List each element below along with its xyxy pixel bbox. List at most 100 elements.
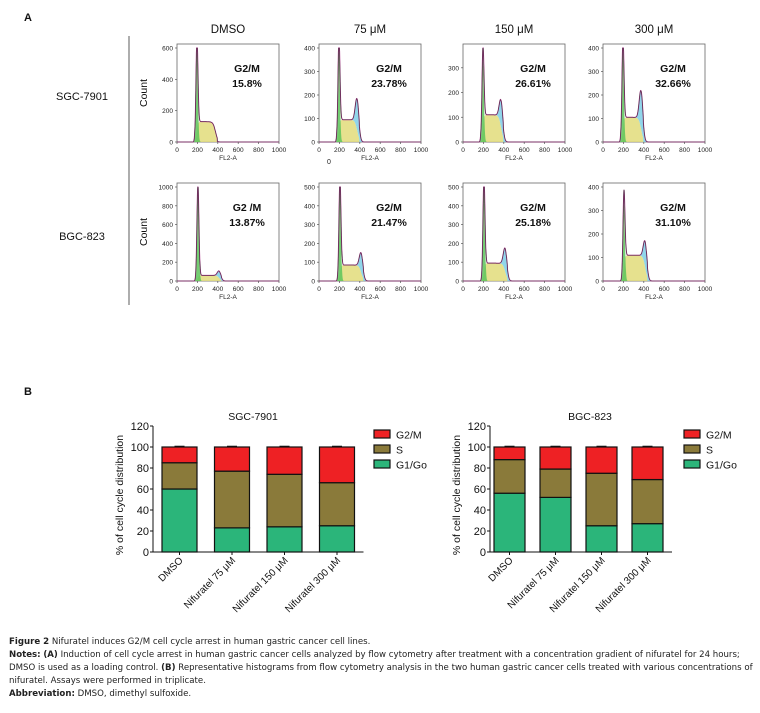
y-tick-label: 120 [468,421,486,433]
x-tick-label: 400 [498,286,509,293]
y-tick-label: 60 [474,484,486,496]
g1-phase-area [473,60,525,142]
x-tick-label: 800 [539,147,550,154]
legend-swatch [373,444,391,454]
x-tick-label: 0 [175,147,179,154]
y-tick-label: 600 [162,222,173,229]
y-tick-label: 400 [162,241,173,248]
g2m-percent: 25.18% [515,217,551,229]
y-tick-label: 300 [588,69,599,76]
row-label: SGC-7901 [56,91,108,103]
y-tick-label: 100 [468,442,486,454]
y-tick-label: 400 [162,77,173,84]
y-tick-label: 800 [162,203,173,210]
y-tick-label: 100 [304,116,315,123]
g2m-phase-area [329,98,381,142]
bar-segment-s [213,470,251,529]
stray-zero-mark: 0 [327,159,331,166]
x-tick-label: 800 [395,286,406,293]
x-tick-label: 400 [498,147,509,154]
bar-segment-g1go [213,527,251,553]
plot-frame [176,182,280,282]
x-tick-label: Nifuratel 75 μM [182,555,238,611]
x-tick-label: 1000 [698,286,713,293]
chart-title: BGC-823 [568,411,612,423]
data-curve [603,189,705,282]
g2m-label: G2 /M [233,202,262,214]
histogram-plot: 0 100 200 300 0 200 400 600 800 1000 FL2-A G2/M 26.6… [448,43,573,162]
y-tick-label: 300 [448,65,459,72]
x-tick-label: 200 [334,286,345,293]
g1-phase-area [187,187,239,281]
histogram-plot: 0 100 200 300 400 500 0 200 400 600 800 1000 FL2-A G2… [304,182,429,301]
legend-swatch [683,444,701,454]
y-tick-label: 200 [162,108,173,115]
x-tick-label: DMSO [487,555,516,584]
x-tick-label: 0 [175,286,179,293]
legend-label: G1/Go [396,460,427,472]
panel-b-label: B [24,386,32,398]
x-tick-label: 1000 [272,147,287,154]
y-tick-label: 200 [448,90,459,97]
legend-swatch [683,459,701,469]
x-tick-label: 800 [395,147,406,154]
column-header: DMSO [211,24,246,36]
histogram-plot: 0 100 200 300 400 0 200 400 600 800 1000 FL2-A G2/M 3… [588,43,713,162]
data-curve [319,186,421,282]
x-tick-label: 400 [354,147,365,154]
x-tick-label: 400 [212,147,223,154]
row-label: BGC-823 [59,231,105,243]
s-phase-area [329,119,381,142]
bar-segment-g1go [585,525,618,553]
bar-segment-s [318,482,356,527]
y-tick-label: 300 [448,222,459,229]
data-curve [319,47,421,143]
bar-segment-s [266,473,303,528]
x-tick-label: 600 [375,147,386,154]
plot-frame [318,182,422,282]
y-tick-label: 200 [162,260,173,267]
s-phase-area [473,114,525,142]
data-curve [603,47,705,143]
data-curve [177,186,279,282]
g2m-percent: 21.47% [371,217,407,229]
y-tick-label: 0 [595,279,599,286]
y-tick-label: 400 [448,203,459,210]
y-tick-label: 0 [169,279,173,286]
bar-segment-s [161,462,198,490]
panel-a-label: A [24,12,32,24]
figure-caption: Figure 2 Nifuratel induces G2/M cell cyc… [9,636,754,701]
y-tick-label: 40 [137,505,149,517]
histogram-plot: 0 100 200 300 400 0 200 400 600 800 1000 FL2-A G2/M 2… [304,43,429,162]
g2m-percent: 15.8% [232,78,262,90]
chart-title: SGC-7901 [228,411,278,423]
figure-title: Nifuratel induces G2/M cell cycle arrest… [51,637,371,647]
legend-swatch [373,429,391,439]
bar-segment-g1go [318,525,356,553]
data-curve [463,47,565,143]
legend-label: G2/M [396,430,422,442]
plot-frame [462,43,566,143]
s-phase-area [187,121,239,142]
x-axis-label: FL2-A [645,294,663,301]
x-tick-label: 800 [253,147,264,154]
y-axis-label: Count [138,79,150,107]
x-tick-label: 1000 [558,286,573,293]
plot-frame [176,43,280,143]
x-tick-label: 400 [638,147,649,154]
g1-phase-area [613,203,665,281]
cell-cycle-stacked-bar-charts: SGC-7901 0 20 40 60 80 100 120 % of cell cycle d… [114,411,737,615]
x-tick-label: Nifuratel 150 μM [231,555,291,615]
x-tick-label: 400 [354,286,365,293]
caption-notes: Notes: (A) Induction of cell cycle arres… [9,649,754,688]
y-tick-label: 20 [474,526,486,538]
g2m-percent: 13.87% [229,217,265,229]
x-tick-label: 800 [679,286,690,293]
column-header: 150 μM [495,24,534,36]
x-tick-label: 800 [679,147,690,154]
bar-segment-g1go [539,496,572,553]
bar-segment-g2m [266,446,303,475]
x-tick-label: 0 [461,286,465,293]
x-tick-label: 600 [233,286,244,293]
column-header: 300 μM [635,24,674,36]
